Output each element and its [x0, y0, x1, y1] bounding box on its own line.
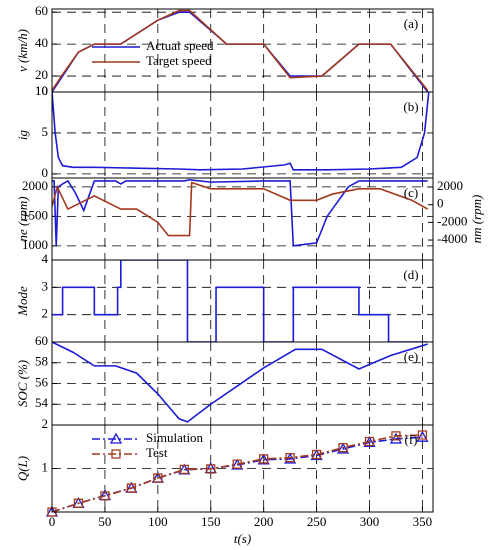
x-tick-label: 50: [98, 514, 111, 529]
plot-frame: [51, 8, 434, 93]
marker: [153, 473, 163, 483]
y-axis-label: ig: [15, 129, 30, 140]
x-tick-label: 200: [254, 514, 274, 529]
series-line: [52, 92, 430, 171]
panel-label: (a): [404, 16, 418, 31]
y-tick-label: 2: [42, 306, 49, 321]
plot-frame: [51, 177, 434, 261]
series-line: [52, 178, 428, 247]
marker: [111, 449, 121, 459]
marker: [126, 483, 137, 493]
y-tick-label: 1: [42, 459, 49, 474]
y-tick-label: 2: [42, 416, 49, 431]
y2-tick-label: -2000: [437, 213, 467, 228]
y2-tick-label: 0: [437, 196, 444, 211]
y-tick-label: 20: [35, 67, 48, 82]
y-tick-label: 54: [35, 395, 49, 410]
y-tick-label: 1500: [22, 207, 48, 222]
series-line: [52, 434, 423, 512]
y-tick-label: 3: [42, 278, 49, 293]
x-tick-label: 0: [49, 514, 56, 529]
y-tick-label: 40: [35, 35, 48, 50]
marker: [259, 454, 269, 464]
legend-label: Actual speed: [146, 38, 214, 53]
series-line: [52, 9, 429, 91]
marker: [206, 464, 216, 474]
y2-tick-label: 2000: [437, 178, 463, 193]
y-axis-label: SOC (%): [15, 360, 30, 407]
y-tick-label: 56: [35, 374, 49, 389]
y-tick-label: 0: [42, 165, 49, 180]
marker: [417, 430, 428, 440]
y-axis-label: Mode: [15, 286, 30, 317]
panel-label: (f): [405, 432, 418, 447]
marker: [231, 458, 244, 470]
marker: [389, 432, 403, 444]
plot-frame: [51, 259, 434, 343]
series-line: [52, 436, 423, 512]
legend-label: Test: [146, 445, 168, 460]
y-tick-label: 60: [35, 3, 48, 18]
marker: [285, 452, 295, 463]
y-axis-label: Q(L): [15, 456, 30, 481]
y-tick-label: 4: [42, 251, 49, 266]
marker: [416, 430, 429, 442]
y-axis-label: ne (rpm): [15, 196, 30, 241]
marker: [364, 436, 375, 447]
panel-label: (b): [403, 99, 418, 114]
marker: [257, 453, 270, 465]
y-tick-label: 5: [42, 124, 49, 139]
marker: [232, 459, 242, 469]
plot-frame: [51, 91, 434, 179]
panel-label: (c): [404, 185, 418, 200]
panel-label: (e): [404, 349, 418, 364]
marker: [47, 507, 57, 517]
marker: [391, 431, 401, 441]
marker: [109, 432, 123, 444]
y-tick-label: 1000: [22, 237, 48, 252]
plot-frame: [51, 424, 434, 513]
x-tick-label: 250: [307, 514, 327, 529]
marker: [311, 449, 322, 460]
marker: [338, 442, 348, 453]
y-tick-label: 10: [35, 83, 48, 98]
series-line: [52, 181, 429, 237]
series-line: [52, 11, 429, 92]
marker: [179, 464, 189, 475]
series-line: [52, 342, 428, 423]
x-tick-label: 150: [201, 514, 221, 529]
legend-label: Target speed: [146, 53, 212, 68]
marker: [336, 442, 350, 454]
y-tick-label: 58: [35, 354, 48, 369]
series-line: [52, 260, 428, 342]
y-tick-label: 60: [35, 333, 48, 348]
legend-label: Simulation: [146, 430, 204, 445]
marker: [100, 491, 110, 501]
x-tick-label: 100: [148, 514, 168, 529]
marker: [73, 498, 84, 508]
x-tick-label: 350: [413, 514, 433, 529]
y2-axis-label: nm (rpm): [469, 195, 484, 244]
x-axis-label: t(s): [234, 531, 251, 546]
y-tick-label: 10: [35, 83, 48, 98]
y-tick-label: 2000: [22, 178, 48, 193]
x-tick-label: 300: [360, 514, 380, 529]
panel-label: (d): [403, 267, 418, 282]
y-axis-label: v (km/h): [15, 29, 30, 72]
y2-tick-label: -4000: [437, 231, 467, 246]
marker: [310, 449, 323, 461]
